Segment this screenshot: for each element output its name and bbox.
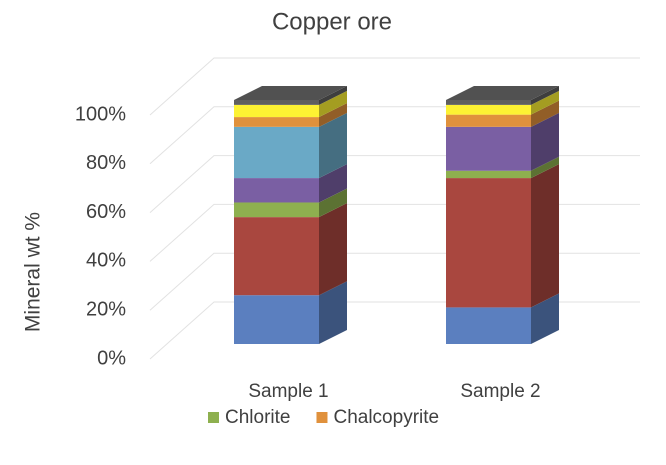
bar-segment — [446, 156, 559, 179]
bar-front — [446, 114, 531, 127]
y-tick-label: 60% — [86, 201, 126, 223]
bar-top — [234, 86, 347, 100]
bar-front — [234, 202, 319, 218]
bar-front — [234, 217, 319, 296]
bar-segment — [234, 164, 347, 203]
bar-segment — [446, 112, 559, 171]
bar-segment — [446, 293, 559, 344]
bar-segment — [234, 281, 347, 344]
bar-side — [319, 112, 347, 179]
bar-side — [531, 164, 559, 308]
bar-segment — [234, 188, 347, 218]
bar-side — [319, 164, 347, 203]
x-tick-label: Sample 1 — [248, 381, 328, 402]
y-tick-label: 40% — [86, 250, 126, 272]
y-tick-label: 100% — [75, 103, 126, 125]
bar-front — [234, 104, 319, 118]
bar-front — [446, 100, 531, 105]
bar-segment — [234, 90, 347, 118]
bar-segment — [446, 90, 559, 115]
bar-top — [446, 86, 559, 100]
x-tick-label: Sample 2 — [460, 381, 540, 402]
bar-side — [531, 293, 559, 344]
bar-side — [319, 203, 347, 296]
bar-segment — [234, 103, 347, 127]
bar-side — [319, 90, 347, 118]
bar-side — [531, 100, 559, 127]
bar-front — [446, 126, 531, 171]
bar-segment — [234, 86, 347, 105]
legend-swatch — [208, 412, 219, 423]
bar-front — [234, 178, 319, 203]
legend-label: Chalcopyrite — [333, 407, 439, 428]
bar-front — [234, 100, 319, 105]
bar-segment — [446, 86, 559, 105]
bar-side — [531, 112, 559, 171]
bar-front — [446, 307, 531, 344]
bar-side — [531, 90, 559, 115]
bar-front — [234, 295, 319, 344]
bar-front — [446, 104, 531, 115]
y-tick-label: 80% — [86, 152, 126, 174]
bar-side — [319, 281, 347, 344]
bar-front — [234, 117, 319, 127]
bar-segment — [446, 164, 559, 308]
grid-line — [149, 57, 640, 116]
bar-side — [531, 156, 559, 179]
bar-segment — [446, 100, 559, 127]
bar-side — [319, 86, 347, 105]
y-axis-title: Mineral wt % — [22, 212, 45, 332]
bar-front — [446, 170, 531, 179]
bar-segment — [234, 203, 347, 296]
chart-title: Copper ore — [272, 8, 392, 35]
y-tick-label: 0% — [97, 347, 126, 369]
bar-side — [319, 103, 347, 127]
bar-segment — [234, 112, 347, 179]
bar-front — [446, 178, 531, 308]
bar-side — [319, 188, 347, 218]
y-tick-label: 20% — [86, 298, 126, 320]
legend-label: Chlorite — [225, 407, 290, 428]
legend-swatch — [316, 412, 328, 423]
bar-front — [234, 126, 319, 179]
grid-line — [149, 301, 640, 360]
bar-side — [531, 86, 559, 105]
